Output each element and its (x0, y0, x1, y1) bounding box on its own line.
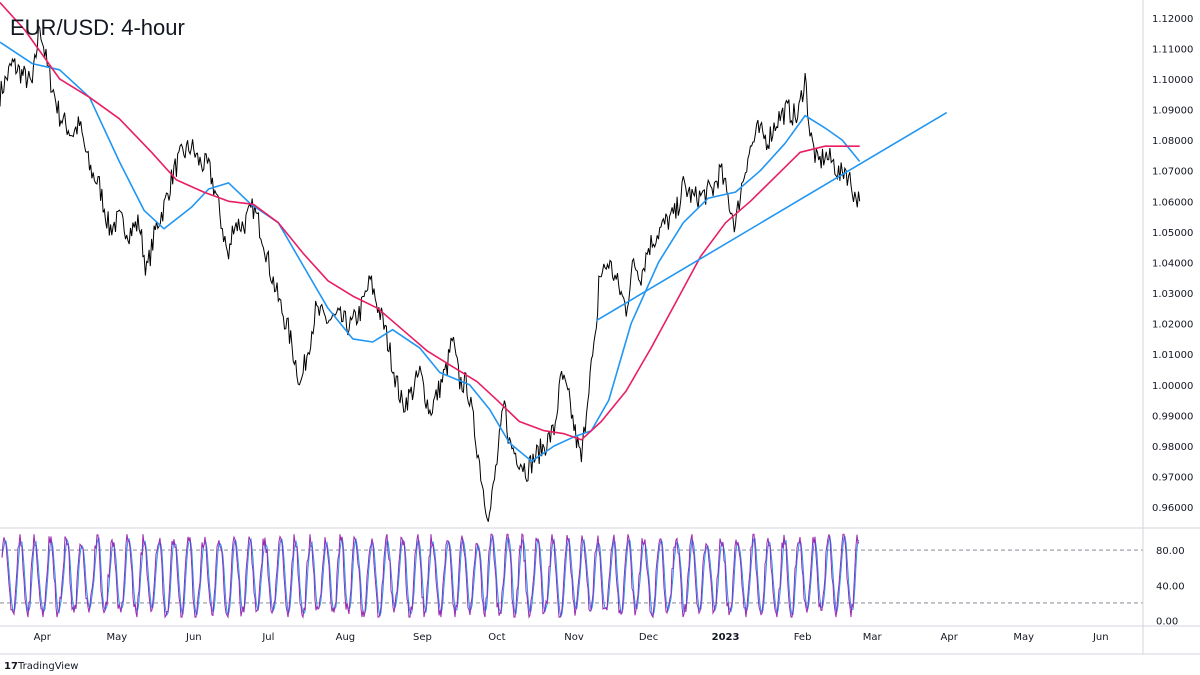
time-tick-label: 2023 (712, 632, 740, 643)
time-tick-label: Jul (261, 632, 274, 643)
time-tick-label: May (1013, 632, 1034, 643)
chart-frame (0, 0, 1200, 655)
price-tick-label: 0.97000 (1152, 473, 1193, 484)
time-tick-label: May (106, 632, 127, 643)
oscillator-tick-label: 0.00 (1156, 617, 1178, 628)
oscillator-main-line (1, 533, 860, 619)
oscillator-panel: 80.00 40.00 0.00 (0, 533, 1185, 628)
price-tick-label: 1.11000 (1152, 44, 1193, 55)
tradingview-logo: 17 (4, 661, 18, 672)
price-tick-label: 1.07000 (1152, 167, 1193, 178)
time-tick-label: Jun (185, 632, 202, 643)
price-tick-label: 1.08000 (1152, 136, 1193, 147)
price-tick-label: 1.10000 (1152, 75, 1193, 86)
price-tick-label: 1.04000 (1152, 258, 1193, 269)
oscillator-tick-label: 40.00 (1156, 581, 1185, 592)
price-tick-label: 1.05000 (1152, 228, 1193, 239)
time-tick-label: Oct (488, 632, 505, 643)
time-tick-label: Dec (639, 632, 658, 643)
price-tick-label: 0.96000 (1152, 503, 1193, 514)
oscillator-signal-line (1, 534, 860, 618)
time-tick-label: Jun (1092, 632, 1109, 643)
price-tick-label: 1.06000 (1152, 197, 1193, 208)
brand-text: TradingView (17, 661, 78, 672)
trendline[interactable] (595, 111, 948, 322)
time-tick-label: Aug (336, 632, 356, 643)
time-tick-label: Nov (564, 632, 584, 643)
price-panel: 1.12000 1.11000 1.10000 1.09000 1.08000 1.070… (0, 1, 1193, 522)
time-axis: Apr May Jun Jul Aug Sep Oct Nov Dec 2023 Feb Mar Apr… (34, 632, 1109, 643)
price-tick-label: 1.01000 (1152, 350, 1193, 361)
moving-average-fast-line (0, 41, 861, 462)
price-tick-label: 1.12000 (1152, 14, 1193, 25)
time-tick-label: Mar (863, 632, 883, 643)
time-tick-label: Feb (794, 632, 812, 643)
price-tick-label: 1.02000 (1152, 320, 1193, 331)
chart-title: EUR/USD: 4-hour (10, 15, 185, 40)
time-tick-label: Apr (34, 632, 52, 643)
price-tick-label: 0.99000 (1152, 411, 1193, 422)
time-tick-label: Apr (941, 632, 959, 643)
price-tick-label: 1.03000 (1152, 289, 1193, 300)
time-tick-label: Sep (413, 632, 432, 643)
price-tick-label: 1.09000 (1152, 106, 1193, 117)
svg-text:17: 17 (4, 661, 18, 672)
price-tick-label: 1.00000 (1152, 381, 1193, 392)
price-tick-label: 0.98000 (1152, 442, 1193, 453)
moving-average-slow-line (0, 1, 860, 441)
price-line (0, 24, 861, 522)
oscillator-tick-label: 80.00 (1156, 546, 1185, 557)
